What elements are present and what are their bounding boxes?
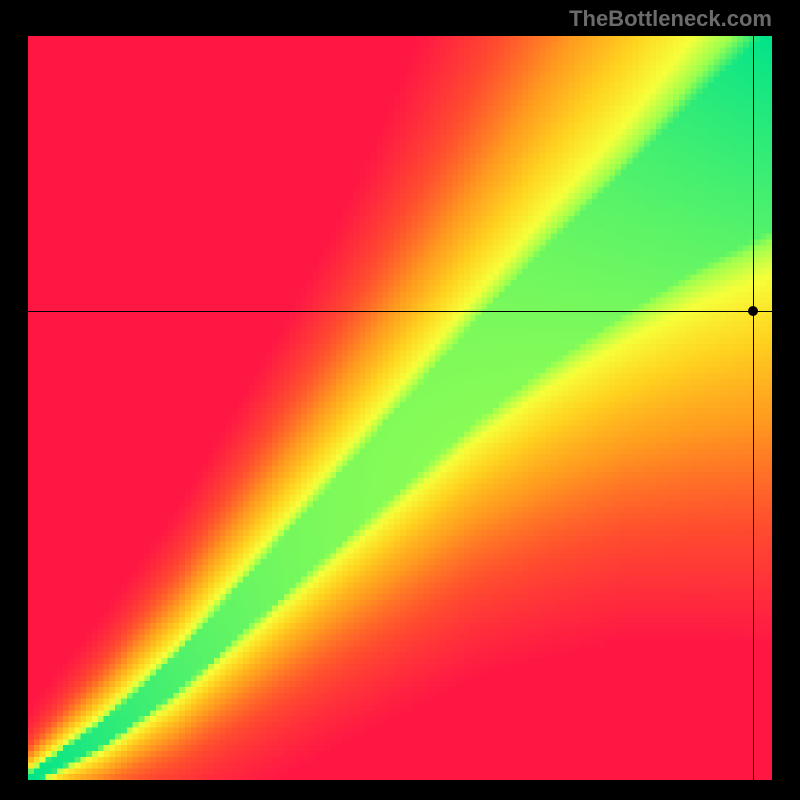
plot-frame bbox=[28, 36, 772, 780]
crosshair-marker bbox=[748, 306, 758, 316]
crosshair-vertical bbox=[753, 36, 754, 780]
crosshair-horizontal bbox=[28, 311, 772, 312]
bottleneck-heatmap bbox=[28, 36, 772, 780]
watermark-text: TheBottleneck.com bbox=[569, 6, 772, 32]
